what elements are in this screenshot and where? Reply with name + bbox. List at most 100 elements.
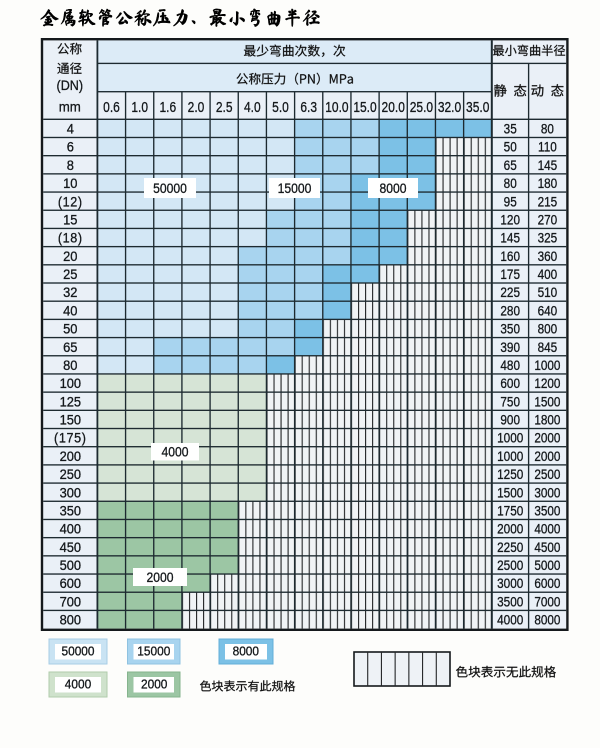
svg-text:1.6: 1.6 bbox=[159, 99, 176, 116]
svg-text:800: 800 bbox=[60, 612, 81, 628]
svg-text:mm: mm bbox=[59, 99, 81, 114]
svg-text:2000: 2000 bbox=[146, 569, 173, 585]
svg-text:1500: 1500 bbox=[534, 393, 560, 409]
svg-text:1750: 1750 bbox=[497, 503, 523, 519]
svg-text:50: 50 bbox=[504, 139, 517, 155]
svg-text:50000: 50000 bbox=[153, 180, 187, 196]
svg-text:7000: 7000 bbox=[534, 593, 560, 609]
svg-text:4000: 4000 bbox=[161, 444, 188, 460]
svg-text:3000: 3000 bbox=[497, 575, 523, 591]
svg-text:270: 270 bbox=[538, 211, 558, 227]
svg-text:50: 50 bbox=[63, 321, 77, 337]
svg-text:2.5: 2.5 bbox=[216, 99, 233, 116]
svg-text:4000: 4000 bbox=[65, 677, 92, 691]
svg-text:450: 450 bbox=[60, 539, 81, 555]
svg-text:215: 215 bbox=[538, 193, 558, 209]
svg-text:1000: 1000 bbox=[497, 448, 523, 464]
svg-text:2000: 2000 bbox=[497, 521, 523, 537]
svg-text:32.0: 32.0 bbox=[438, 99, 462, 116]
svg-text:845: 845 bbox=[538, 339, 558, 355]
svg-text:750: 750 bbox=[500, 393, 520, 409]
svg-text:8: 8 bbox=[67, 157, 74, 173]
svg-text:800: 800 bbox=[538, 321, 558, 337]
svg-text:160: 160 bbox=[500, 248, 520, 264]
svg-text:150: 150 bbox=[60, 412, 81, 428]
svg-text:110: 110 bbox=[538, 139, 557, 155]
svg-text:1500: 1500 bbox=[497, 484, 523, 500]
svg-text:(12): (12) bbox=[58, 194, 83, 210]
svg-text:5.0: 5.0 bbox=[272, 99, 289, 116]
svg-text:10.0: 10.0 bbox=[325, 99, 349, 116]
svg-text:6: 6 bbox=[67, 139, 74, 155]
svg-text:1250: 1250 bbox=[497, 466, 523, 482]
svg-text:25.0: 25.0 bbox=[410, 99, 434, 116]
svg-text:3500: 3500 bbox=[497, 593, 523, 609]
svg-text:600: 600 bbox=[60, 576, 81, 592]
svg-text:4500: 4500 bbox=[534, 539, 560, 555]
svg-text:700: 700 bbox=[60, 594, 81, 610]
svg-text:80: 80 bbox=[63, 358, 77, 374]
svg-text:400: 400 bbox=[538, 266, 558, 282]
svg-text:2000: 2000 bbox=[141, 677, 168, 691]
svg-text:350: 350 bbox=[500, 321, 520, 337]
svg-text:1800: 1800 bbox=[534, 412, 560, 428]
svg-text:6000: 6000 bbox=[534, 575, 560, 591]
svg-text:360: 360 bbox=[538, 248, 558, 264]
svg-text:4: 4 bbox=[67, 121, 75, 137]
svg-text:145: 145 bbox=[500, 230, 520, 246]
svg-text:4000: 4000 bbox=[497, 612, 523, 628]
svg-text:15000: 15000 bbox=[278, 180, 312, 196]
svg-text:120: 120 bbox=[500, 211, 520, 227]
svg-text:35.0: 35.0 bbox=[466, 99, 490, 116]
svg-text:15000: 15000 bbox=[137, 644, 170, 658]
svg-text:250: 250 bbox=[60, 467, 81, 483]
svg-text:350: 350 bbox=[60, 503, 81, 519]
svg-text:25: 25 bbox=[63, 267, 77, 283]
svg-text:2500: 2500 bbox=[497, 557, 523, 573]
svg-text:0.6: 0.6 bbox=[103, 99, 120, 116]
svg-text:1000: 1000 bbox=[497, 430, 523, 446]
svg-text:65: 65 bbox=[504, 157, 517, 173]
svg-text:175: 175 bbox=[500, 266, 520, 282]
svg-text:2250: 2250 bbox=[497, 539, 523, 555]
svg-text:10: 10 bbox=[63, 176, 77, 192]
svg-text:225: 225 bbox=[500, 284, 520, 300]
svg-text:50000: 50000 bbox=[61, 644, 94, 658]
svg-text:280: 280 bbox=[500, 302, 520, 318]
svg-text:3500: 3500 bbox=[534, 503, 560, 519]
svg-text:3000: 3000 bbox=[534, 484, 560, 500]
svg-text:8000: 8000 bbox=[534, 612, 560, 628]
svg-text:600: 600 bbox=[500, 375, 520, 391]
svg-text:5000: 5000 bbox=[534, 557, 560, 573]
svg-text:510: 510 bbox=[538, 284, 558, 300]
svg-text:(175): (175) bbox=[54, 430, 87, 446]
svg-text:80: 80 bbox=[504, 175, 517, 191]
svg-text:15: 15 bbox=[63, 212, 77, 228]
svg-text:390: 390 bbox=[500, 339, 520, 355]
svg-text:1000: 1000 bbox=[534, 357, 560, 373]
svg-text:325: 325 bbox=[538, 230, 558, 246]
svg-text:145: 145 bbox=[538, 157, 558, 173]
svg-text:15.0: 15.0 bbox=[353, 99, 377, 116]
svg-text:(18): (18) bbox=[58, 230, 83, 246]
svg-text:65: 65 bbox=[63, 339, 77, 355]
svg-text:125: 125 bbox=[60, 394, 81, 410]
svg-text:20: 20 bbox=[63, 248, 77, 264]
svg-text:180: 180 bbox=[538, 175, 558, 191]
svg-text:2000: 2000 bbox=[534, 448, 560, 464]
svg-text:80: 80 bbox=[541, 121, 554, 137]
svg-text:8000: 8000 bbox=[379, 180, 406, 196]
svg-text:480: 480 bbox=[500, 357, 520, 373]
svg-text:1.0: 1.0 bbox=[131, 99, 148, 116]
svg-text:2000: 2000 bbox=[534, 430, 560, 446]
svg-text:4.0: 4.0 bbox=[244, 99, 261, 116]
svg-text:8000: 8000 bbox=[233, 644, 260, 658]
svg-text:900: 900 bbox=[500, 412, 520, 428]
svg-text:4000: 4000 bbox=[534, 521, 560, 537]
svg-text:32: 32 bbox=[63, 285, 77, 301]
svg-text:6.3: 6.3 bbox=[300, 99, 317, 116]
svg-text:35: 35 bbox=[504, 121, 517, 137]
svg-text:2500: 2500 bbox=[534, 466, 560, 482]
svg-text:400: 400 bbox=[60, 521, 81, 537]
svg-text:(DN): (DN) bbox=[57, 77, 84, 93]
